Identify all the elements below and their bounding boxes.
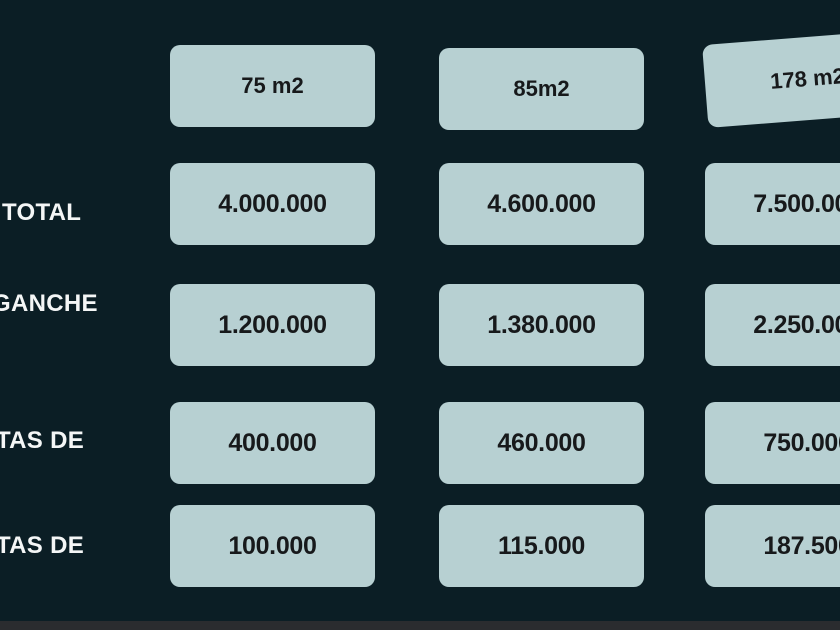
value-card: 1.200.000 (170, 284, 375, 366)
column-header-card: 75 m2 (170, 45, 375, 127)
value-card: 100.000 (170, 505, 375, 587)
column-header-card: 178 m2 (702, 29, 840, 128)
value-card: 2.250.000 (705, 284, 840, 366)
value-card: 4.600.000 (439, 163, 644, 245)
value-card: 115.000 (439, 505, 644, 587)
value-card: 7.500.000 (705, 163, 840, 245)
row-label-cuotas-2: TAS DE (0, 532, 85, 559)
value-card: 400.000 (170, 402, 375, 484)
bottom-bar (0, 621, 840, 630)
value-card: 4.000.000 (170, 163, 375, 245)
value-card: 750.000 (705, 402, 840, 484)
value-card: 187.500 (705, 505, 840, 587)
value-card: 460.000 (439, 402, 644, 484)
row-label-cuotas-1: TAS DE (0, 427, 85, 454)
column-header-card: 85m2 (439, 48, 644, 130)
row-label-total: TOTAL (2, 199, 82, 226)
row-label-enganche: GANCHE (0, 290, 98, 317)
value-card: 1.380.000 (439, 284, 644, 366)
